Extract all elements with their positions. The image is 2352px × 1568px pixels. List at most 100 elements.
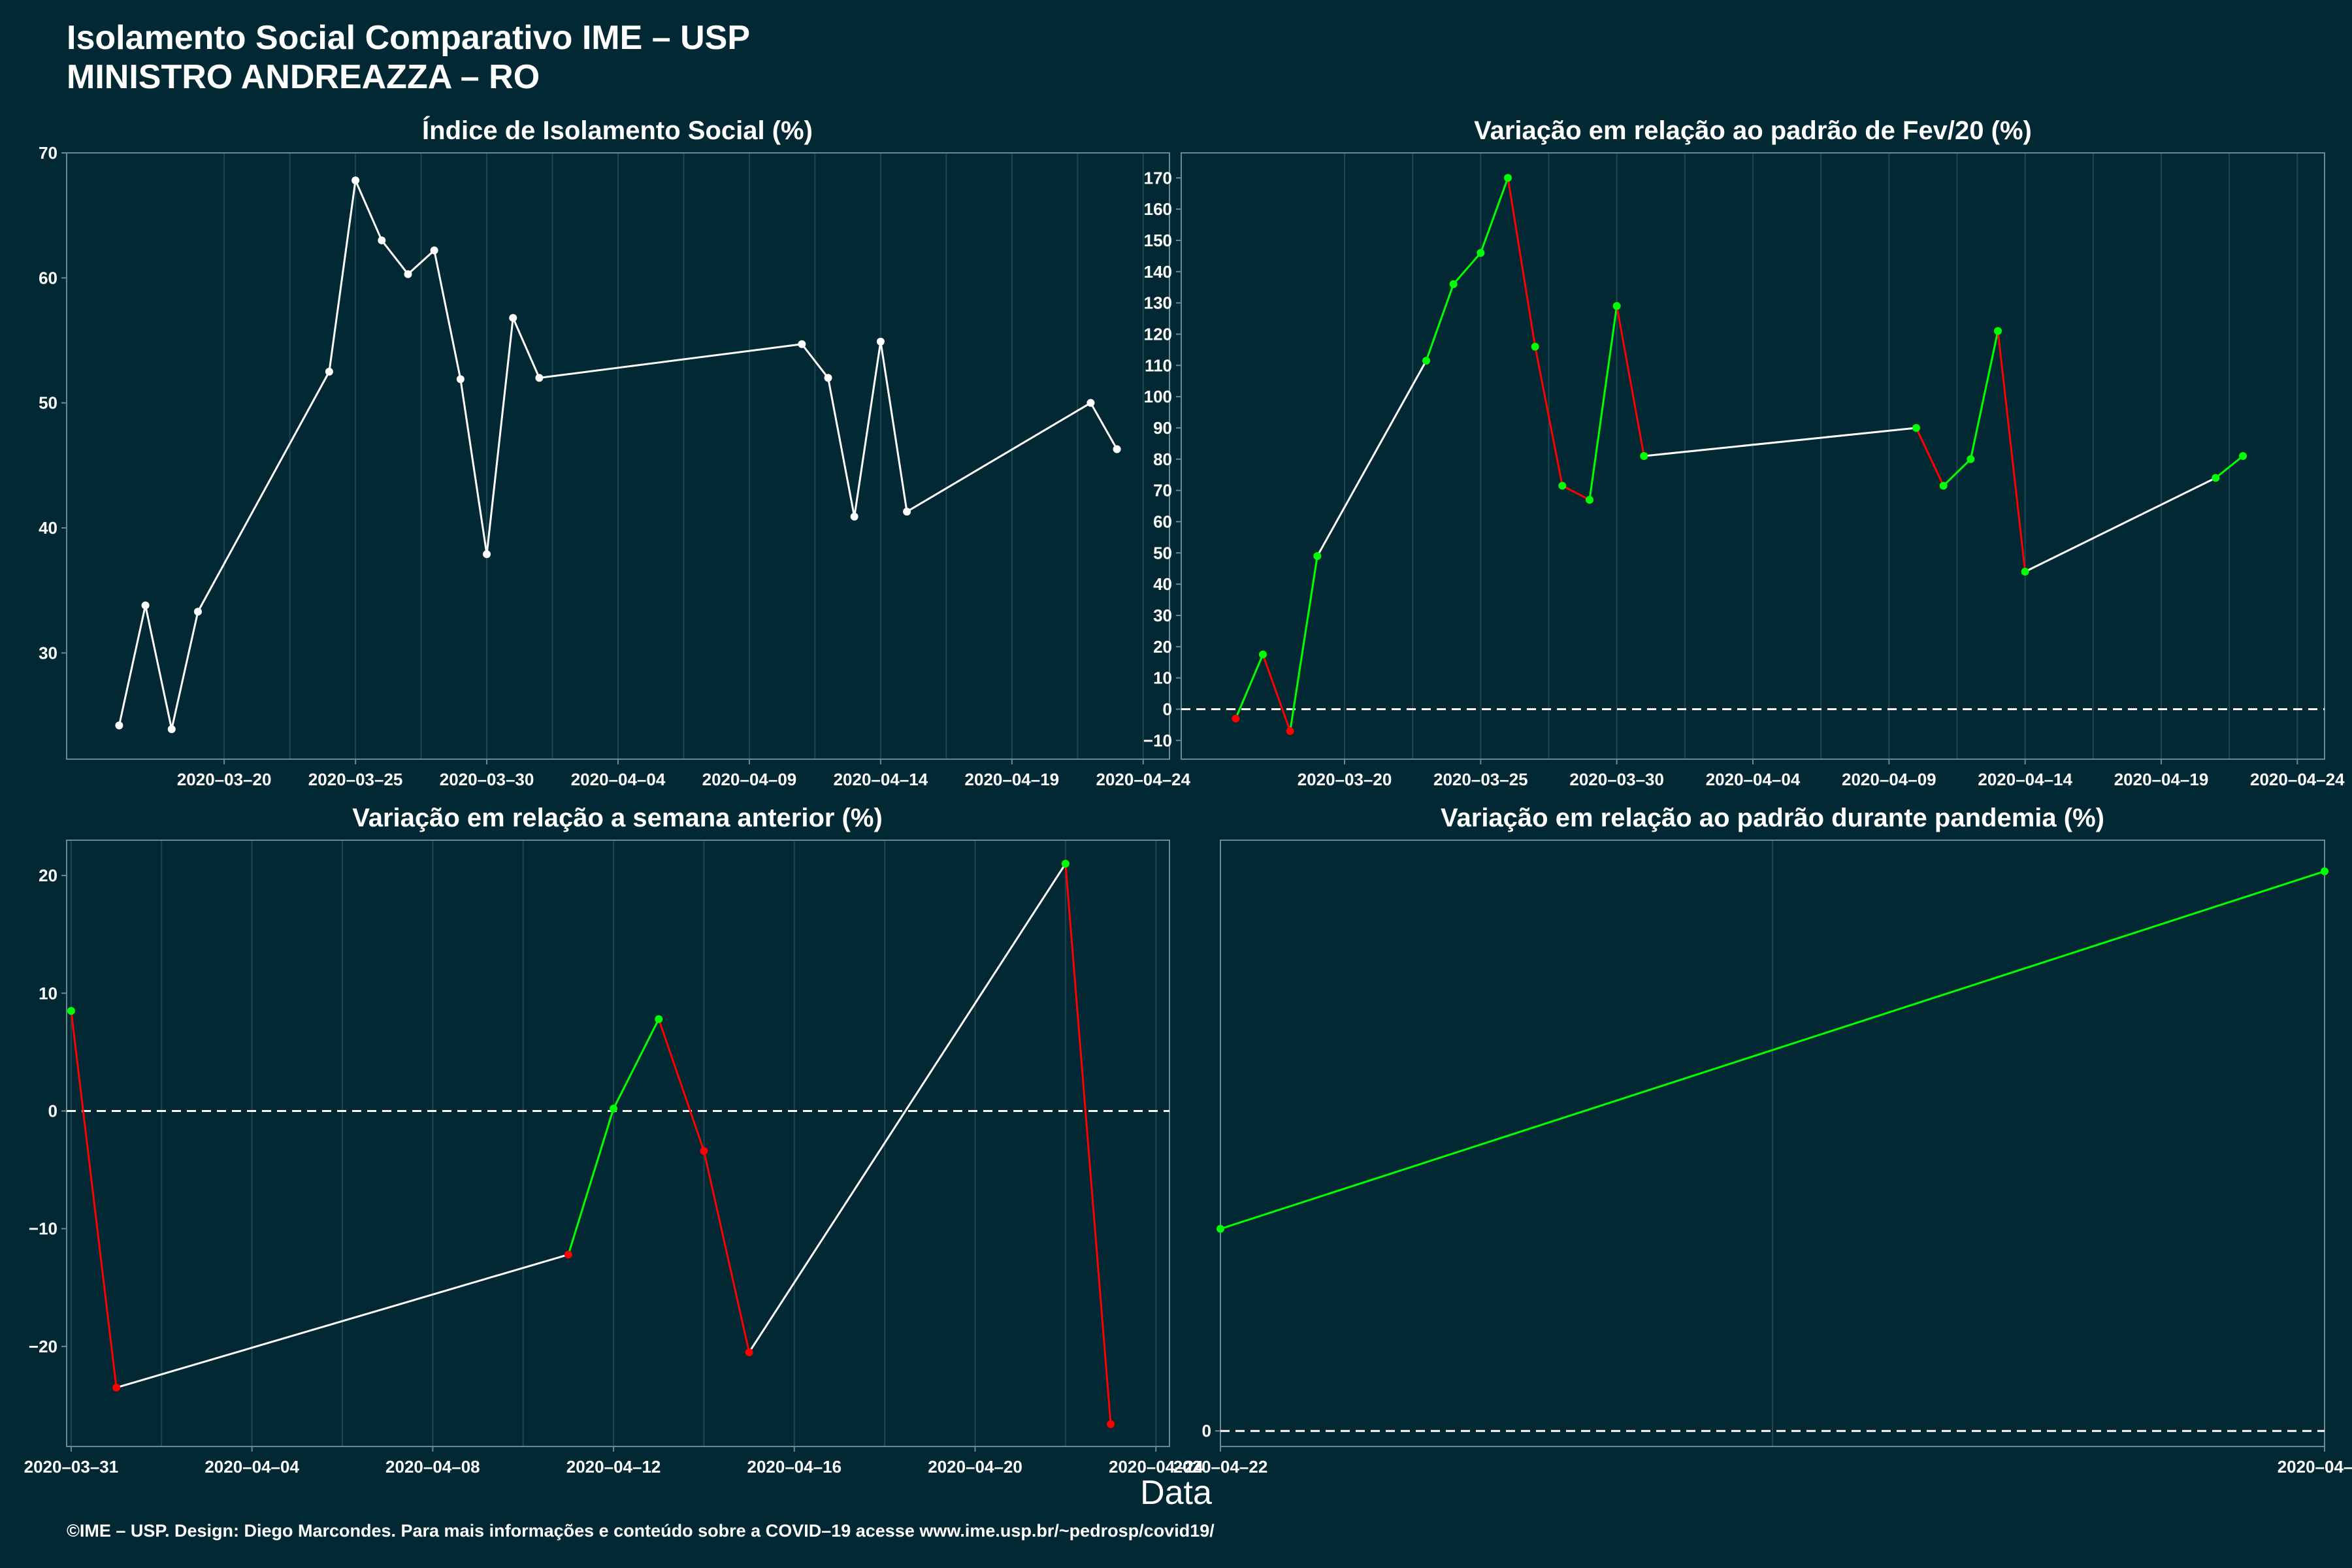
data-point (1912, 423, 1920, 432)
series-segment (1234, 654, 1264, 719)
x-tick-label: 2020–04–04 (204, 1457, 299, 1477)
data-point (1422, 357, 1430, 365)
y-tick-label: 70 (39, 143, 57, 163)
series-segment (512, 317, 540, 379)
x-tick-label: 2020–04–24 (1096, 770, 1191, 789)
series-segment (1969, 331, 1999, 460)
series-segment (1942, 458, 1972, 487)
data-point (535, 374, 544, 382)
data-point (2212, 474, 2220, 482)
series-segment (801, 343, 829, 379)
data-point (2021, 567, 2029, 576)
data-point (112, 1383, 121, 1392)
series-segment (1915, 427, 1945, 487)
x-tick-label: 2020–04–12 (566, 1457, 661, 1477)
x-tick-label: 2020–03–20 (177, 770, 272, 789)
data-point (325, 367, 333, 376)
series-segment (1479, 177, 1509, 253)
series-segment (1534, 346, 1563, 486)
data-point (1113, 445, 1121, 453)
y-tick-label: 20 (1153, 637, 1172, 657)
series-segment (485, 318, 514, 555)
series-segment (1452, 252, 1482, 285)
data-point (564, 1250, 572, 1259)
x-tick-label: 2020–04–14 (834, 770, 928, 789)
data-point (903, 508, 911, 516)
series-segment (1262, 654, 1292, 732)
series-segment (1644, 427, 1917, 457)
y-tick-label: 30 (39, 643, 57, 662)
series-segment (1289, 555, 1318, 732)
x-tick-label: 2020–04–08 (385, 1457, 480, 1477)
series-segment (407, 250, 435, 275)
series-segment (1588, 306, 1618, 500)
x-tick-label: 2020–04–24 (1109, 1457, 1203, 1477)
y-tick-label: 40 (39, 518, 57, 538)
y-tick-label: 0 (1202, 1421, 1211, 1441)
series-segment (853, 341, 882, 517)
series-segment (879, 341, 908, 512)
data-point (2239, 452, 2247, 460)
data-point (193, 608, 202, 616)
series-segment (70, 1011, 118, 1388)
y-tick-label: 150 (1144, 231, 1172, 250)
y-tick-label: 110 (1145, 355, 1172, 375)
x-tick-label: 2020–04–04 (571, 770, 666, 789)
panel-title-vs-pandemic: Variação em relação ao padrão durante pa… (1441, 804, 2104, 832)
data-point (1640, 452, 1648, 460)
y-tick-label: 0 (1163, 699, 1172, 719)
data-point (1286, 727, 1294, 735)
data-point (824, 374, 832, 382)
x-tick-label: 2020–04–09 (702, 770, 797, 789)
series-segment (1316, 360, 1428, 557)
x-tick-label: 2020–04–19 (2114, 770, 2209, 789)
x-tick-label: 2020–03–25 (1433, 770, 1528, 789)
x-tick-label: 2020–04–22 (1173, 1457, 1268, 1477)
y-tick-label: −20 (29, 1337, 57, 1356)
data-point (1612, 302, 1621, 310)
series-segment (116, 1253, 569, 1389)
y-tick-label: 40 (1153, 574, 1172, 594)
data-point (430, 246, 438, 255)
x-tick-label: 2020–03–30 (1569, 770, 1664, 789)
series-segment (1507, 178, 1537, 347)
data-point (1994, 327, 2002, 335)
series-segment (433, 250, 462, 380)
series-segment (612, 1019, 660, 1109)
series-segment (1425, 284, 1455, 361)
data-point (1558, 482, 1567, 490)
data-point (1967, 455, 1975, 463)
y-tick-label: 20 (39, 866, 57, 885)
series-segment (827, 378, 856, 517)
series-segment (1090, 402, 1118, 450)
series-segment (1616, 306, 1645, 457)
series-segment (197, 371, 331, 612)
y-tick-label: 50 (39, 393, 57, 413)
x-tick-label: 2020–04–16 (747, 1457, 841, 1477)
data-point (483, 550, 491, 559)
series-segment (702, 1151, 751, 1353)
series-segment (328, 180, 357, 372)
series-segment (144, 605, 173, 730)
data-point (1232, 714, 1240, 723)
data-point (850, 512, 858, 521)
x-tick-label: 2020–04–09 (1842, 770, 1936, 789)
x-tick-label: 2020–04–24 (2250, 770, 2345, 789)
x-tick-label: 2020–03–25 (308, 770, 403, 789)
plot-frame (1220, 840, 2325, 1447)
series-segment (381, 240, 409, 275)
series-segment (459, 379, 488, 555)
panel-title-vs-week: Variação em relação a semana anterior (%… (352, 804, 883, 832)
data-point (1259, 650, 1267, 659)
y-tick-label: 30 (1153, 606, 1172, 625)
data-point (1061, 860, 1070, 868)
y-tick-label: 140 (1144, 262, 1172, 282)
data-point (1107, 1420, 1115, 1428)
y-tick-label: 90 (1153, 418, 1172, 438)
data-point (700, 1147, 708, 1155)
series-segment (539, 343, 802, 379)
data-point (456, 375, 465, 384)
data-point (509, 314, 517, 322)
y-tick-label: 50 (1153, 543, 1172, 563)
y-tick-label: −10 (1143, 730, 1172, 750)
